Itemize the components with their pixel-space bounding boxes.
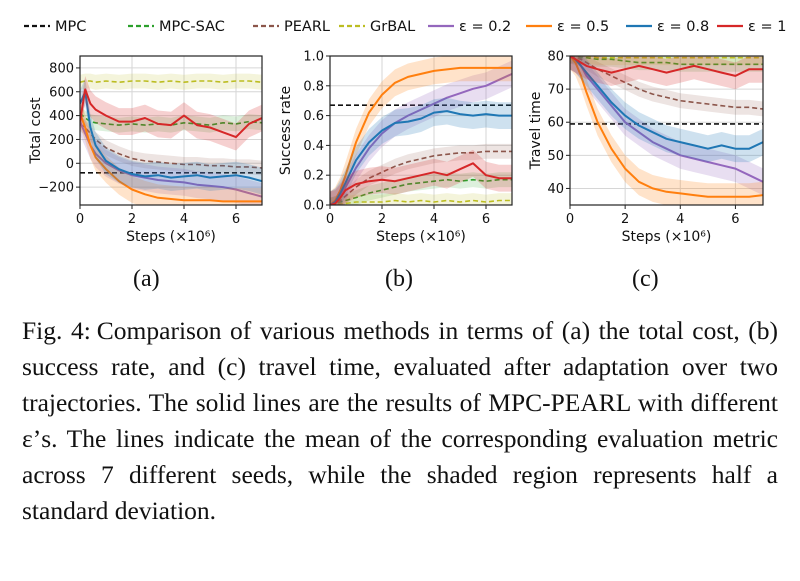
x-tick-label: 2	[621, 212, 629, 227]
x-tick-label: 0	[76, 212, 84, 227]
y-tick-label: 0.6	[303, 109, 324, 124]
shaded-band-eps-0-5	[80, 99, 262, 205]
legend-label-eps-0-2: ε = 0.2	[459, 19, 511, 35]
shaded-band-pearl	[330, 143, 512, 205]
x-axis-label: Steps (×10⁶)	[126, 229, 216, 245]
shaded-band-eps-0-5	[330, 56, 512, 205]
panel-label-c: (c)	[632, 266, 659, 292]
series-group	[330, 56, 512, 205]
y-tick-label: 0	[66, 157, 74, 172]
legend-label-grbal: GrBAL	[370, 19, 415, 35]
shaded-band-eps-0-8	[80, 78, 262, 195]
series-line-mpc-sac	[330, 178, 512, 205]
shaded-band-eps-1	[80, 76, 262, 151]
series-line-eps-0-5	[570, 56, 763, 198]
y-tick-label: 0.2	[303, 169, 324, 184]
x-tick-label: 4	[180, 212, 188, 227]
y-tick-label: 70	[547, 83, 564, 98]
shaded-band-eps-0-8	[330, 97, 512, 205]
y-tick-label: 1.0	[303, 50, 324, 65]
chart-panel-1: 0 2 4 6 −200 0 200 400 600 800 Steps (×10⁶) Total c…	[28, 55, 263, 245]
y-axis-label: Total cost	[28, 97, 44, 165]
panel-label-b: (b)	[385, 266, 413, 292]
series-line-eps-0-8	[80, 90, 262, 183]
caption-label: Fig. 4:	[22, 316, 91, 345]
shaded-band-eps-0-2	[80, 108, 262, 205]
series-line-eps-0-5	[80, 112, 262, 203]
series-line-pearl	[330, 150, 512, 205]
caption-text: Comparison of various methods in terms o…	[22, 316, 778, 525]
series-line-grbal	[330, 199, 512, 205]
x-tick-label: 2	[128, 212, 136, 227]
y-tick-label: 600	[49, 85, 74, 100]
series-line-mpc-sac	[570, 56, 763, 66]
legend-label-pearl: PEARL	[284, 19, 330, 35]
shaded-band-mpc-sac	[80, 105, 262, 133]
plot-frame	[79, 55, 263, 206]
series-line-eps-1	[570, 56, 763, 77]
x-tick-label: 4	[676, 212, 684, 227]
y-tick-label: 60	[547, 116, 564, 131]
y-tick-label: 40	[547, 182, 564, 197]
y-tick-label: −200	[38, 181, 74, 196]
x-tick-label: 0	[566, 212, 574, 227]
y-axis-label: Travel time	[528, 92, 544, 171]
series-line-eps-0-2	[330, 72, 512, 205]
chart-legend: MPC MPC-SAC PEARL GrBAL ε = 0.2 ε = 0.5 ε = 0.…	[24, 19, 786, 35]
y-tick-label: 0.8	[303, 79, 324, 94]
x-tick-label: 6	[731, 212, 739, 227]
plot-frame	[569, 55, 764, 206]
y-tick-label: 400	[49, 109, 74, 124]
y-tick-label: 50	[547, 149, 564, 164]
x-tick-label: 0	[326, 212, 334, 227]
figure-caption: Fig. 4: Comparison of various methods in …	[22, 313, 778, 529]
y-tick-label: 80	[547, 50, 564, 65]
series-line-eps-1	[330, 162, 512, 205]
legend-label-eps-0-8: ε = 0.8	[657, 19, 709, 35]
panel-label-a: (a)	[133, 266, 160, 292]
shaded-band-eps-0-2	[330, 60, 512, 205]
y-tick-label: 0.0	[303, 199, 324, 214]
y-axis-label: Success rate	[278, 86, 294, 175]
shaded-band-pearl	[80, 116, 262, 176]
chart-panel-2: 0 2 4 6 0.0 0.2 0.4 0.6 0.8 1.0 Steps (×10⁶) Succes…	[278, 50, 513, 245]
x-tick-label: 6	[482, 212, 490, 227]
legend-label-mpc: MPC	[55, 19, 86, 35]
shaded-band-eps-1	[330, 149, 512, 205]
y-tick-label: 0.4	[303, 139, 324, 154]
series-line-grbal	[80, 80, 262, 84]
series-group	[570, 56, 763, 205]
shaded-band-eps-1	[570, 56, 763, 90]
legend-label-eps-1: ε = 1	[748, 19, 786, 35]
x-axis-label: Steps (×10⁶)	[376, 229, 466, 245]
x-tick-label: 4	[430, 212, 438, 227]
shaded-band-eps-0-8	[570, 56, 763, 163]
x-axis-label: Steps (×10⁶)	[622, 229, 712, 245]
series-line-eps-0-8	[570, 56, 763, 150]
shaded-band-eps-0-5	[570, 56, 763, 205]
series-line-eps-1	[80, 88, 262, 139]
x-tick-label: 6	[232, 212, 240, 227]
y-tick-label: 200	[49, 133, 74, 148]
series-line-grbal	[570, 56, 763, 59]
series-line-eps-0-5	[330, 66, 512, 205]
legend-label-eps-0-5: ε = 0.5	[557, 19, 609, 35]
y-tick-label: 800	[49, 61, 74, 76]
shaded-band-pearl	[570, 56, 763, 117]
chart-panel-3: 0 2 4 6 40 50 60 70 80 Steps (×10⁶) Travel time	[528, 50, 764, 245]
series-line-pearl	[570, 56, 763, 110]
series-line-eps-0-2	[570, 56, 763, 183]
plot-frame	[329, 55, 513, 206]
series-line-eps-0-8	[330, 110, 512, 205]
x-tick-label: 2	[378, 212, 386, 227]
shaded-band-eps-0-2	[570, 56, 763, 196]
series-group	[80, 73, 262, 205]
legend-label-mpc-sac: MPC-SAC	[159, 19, 225, 35]
